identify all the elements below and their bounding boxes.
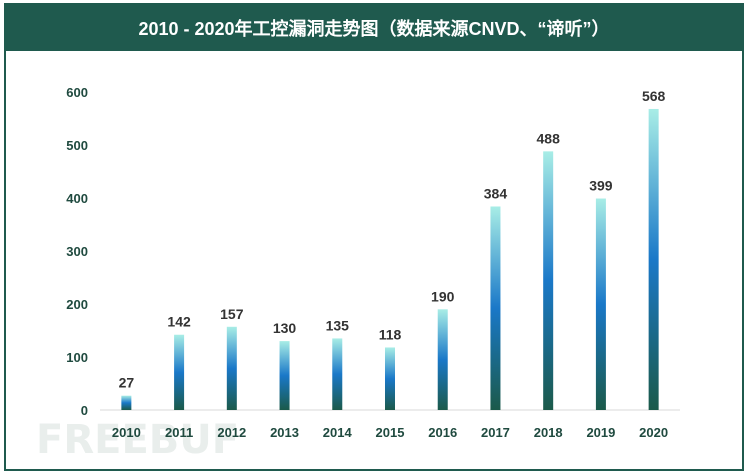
value-label-2020: 568 bbox=[642, 88, 666, 104]
y-tick-label: 600 bbox=[66, 85, 88, 100]
x-tick-label-2019: 2019 bbox=[586, 425, 615, 440]
x-tick-label-2017: 2017 bbox=[481, 425, 510, 440]
bar-2018 bbox=[543, 151, 554, 411]
x-tick-label-2014: 2014 bbox=[323, 425, 353, 440]
x-tick-label-2012: 2012 bbox=[217, 425, 246, 440]
value-label-2016: 190 bbox=[431, 288, 455, 304]
chart-frame: 2010 - 2020年工控漏洞走势图（数据来源CNVD、“谛听”） FREEB… bbox=[4, 3, 744, 471]
value-label-2014: 135 bbox=[326, 317, 350, 333]
y-tick-label: 300 bbox=[66, 244, 88, 259]
bar-2017 bbox=[490, 206, 501, 410]
value-label-2013: 130 bbox=[273, 320, 297, 336]
x-tick-label-2018: 2018 bbox=[534, 425, 563, 440]
bar-2016 bbox=[437, 309, 448, 410]
bar-2015 bbox=[385, 347, 395, 410]
bar-2014 bbox=[332, 338, 343, 410]
x-tick-label-2011: 2011 bbox=[165, 425, 193, 440]
bar-2019 bbox=[595, 198, 606, 410]
y-tick-label: 100 bbox=[66, 350, 88, 365]
y-tick-label: 200 bbox=[66, 297, 88, 312]
value-label-2010: 27 bbox=[119, 375, 135, 391]
x-tick-label-2013: 2013 bbox=[270, 425, 299, 440]
chart-title: 2010 - 2020年工控漏洞走势图（数据来源CNVD、“谛听”） bbox=[6, 5, 742, 51]
x-tick-label-2016: 2016 bbox=[428, 425, 457, 440]
bar-2013 bbox=[279, 341, 290, 410]
x-tick-label-2010: 2010 bbox=[112, 425, 141, 440]
value-label-2011: 142 bbox=[167, 314, 191, 330]
watermark-logo: FREEBUF bbox=[36, 417, 240, 463]
value-label-2017: 384 bbox=[484, 185, 508, 201]
x-tick-label-2015: 2015 bbox=[376, 425, 405, 440]
bar-2012 bbox=[226, 326, 237, 410]
value-label-2012: 157 bbox=[220, 306, 244, 322]
bar-2020 bbox=[648, 108, 659, 411]
bar-2011 bbox=[174, 334, 185, 410]
bar-2010 bbox=[121, 395, 132, 410]
y-tick-label: 0 bbox=[81, 403, 88, 418]
value-label-2018: 488 bbox=[537, 130, 561, 146]
value-label-2019: 399 bbox=[589, 178, 613, 194]
y-tick-label: 400 bbox=[66, 191, 88, 206]
y-tick-label: 500 bbox=[66, 138, 88, 153]
value-label-2015: 118 bbox=[379, 326, 402, 342]
x-tick-label-2020: 2020 bbox=[639, 425, 668, 440]
